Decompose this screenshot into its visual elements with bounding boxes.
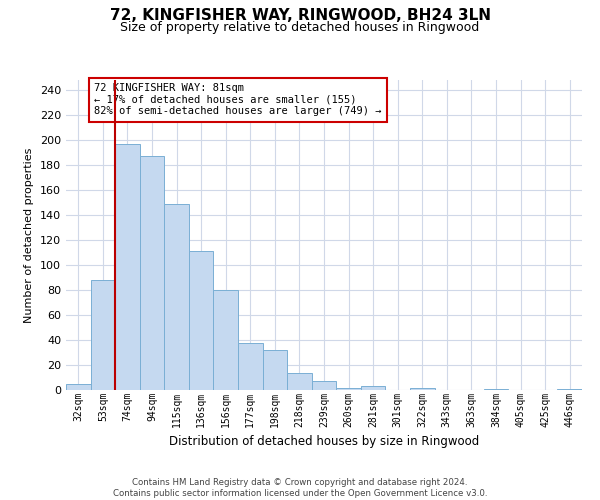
Bar [557,389,582,390]
Bar [361,386,385,390]
Bar [164,204,189,390]
Text: Distribution of detached houses by size in Ringwood: Distribution of detached houses by size … [169,435,479,448]
Bar [263,350,287,390]
Text: Contains HM Land Registry data © Crown copyright and database right 2024.
Contai: Contains HM Land Registry data © Crown c… [113,478,487,498]
Text: 72 KINGFISHER WAY: 81sqm
← 17% of detached houses are smaller (155)
82% of semi-: 72 KINGFISHER WAY: 81sqm ← 17% of detach… [94,83,382,116]
Bar [214,290,238,390]
Bar [140,156,164,390]
Bar [312,381,336,390]
Bar [336,388,361,390]
Bar [484,389,508,390]
Text: 72, KINGFISHER WAY, RINGWOOD, BH24 3LN: 72, KINGFISHER WAY, RINGWOOD, BH24 3LN [110,8,491,22]
Bar [287,372,312,390]
Bar [410,388,434,390]
Bar [115,144,140,390]
Y-axis label: Number of detached properties: Number of detached properties [25,148,34,322]
Bar [189,251,214,390]
Bar [91,280,115,390]
Bar [238,342,263,390]
Text: Size of property relative to detached houses in Ringwood: Size of property relative to detached ho… [121,21,479,34]
Bar [66,384,91,390]
